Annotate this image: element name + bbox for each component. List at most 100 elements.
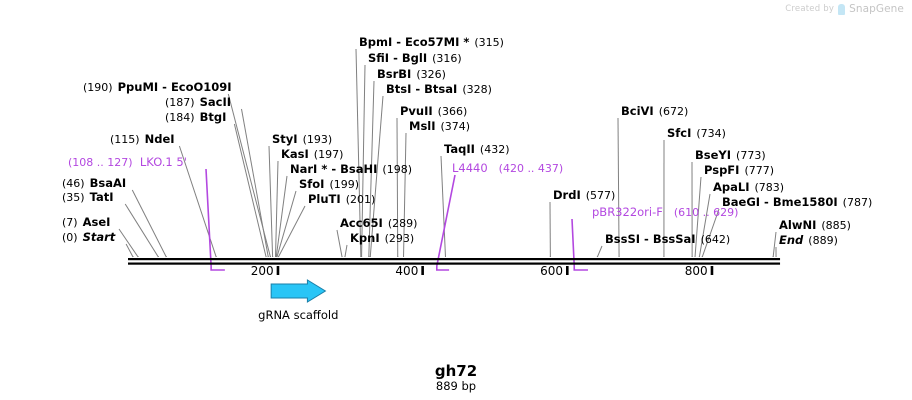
enzyme-name: NarI *	[290, 162, 328, 176]
leader-line-TaqII	[440, 155, 446, 258]
enzyme-site-position: (199)	[329, 178, 360, 191]
enzyme-name: NdeI	[144, 132, 175, 146]
enzyme-site-label[interactable]: BaeGI - Bme1580I (787)	[722, 196, 872, 209]
leader-line-KpnI	[344, 244, 348, 258]
enzyme-site-label[interactable]: BciVI (672)	[621, 105, 688, 118]
enzyme-site-label[interactable]: NarI * - BsaHI (198)	[290, 163, 412, 176]
enzyme-site-names: PvuII	[400, 104, 433, 118]
ruler-tick-800	[710, 266, 714, 275]
enzyme-site-names: NarI * - BsaHI	[290, 162, 377, 176]
enzyme-name: BaeGI	[722, 195, 761, 209]
primer-name: pBR322ori-F	[592, 205, 663, 219]
enzyme-site-label[interactable]: (187) SacII	[165, 96, 231, 109]
enzyme-site-label[interactable]: Acc65I (289)	[340, 217, 417, 230]
enzyme-site-names: PpuMI - EcoO109I	[118, 80, 232, 94]
enzyme-name: BtsI	[386, 82, 412, 96]
enzyme-site-names: BciVI	[621, 104, 654, 118]
enzyme-site-label[interactable]: (115) NdeI	[110, 133, 175, 146]
ruler-tick-400	[421, 266, 424, 275]
enzyme-name: Bme1580I	[772, 195, 838, 209]
enzyme-site-label[interactable]: PspFI (777)	[704, 164, 774, 177]
enzyme-site-names: Acc65I	[340, 216, 383, 230]
enzyme-site-position: (7)	[62, 216, 78, 229]
ruler-label-600: 600	[540, 264, 563, 278]
enzyme-name: BseYI	[695, 148, 732, 162]
enzyme-site-label[interactable]: BpmI - Eco57MI * (315)	[359, 36, 504, 49]
enzyme-site-names: BsrBI	[377, 67, 411, 81]
enzyme-site-names: KasI	[281, 147, 309, 161]
enzyme-site-position: (672)	[658, 105, 689, 118]
enzyme-site-label[interactable]: PvuII (366)	[400, 105, 467, 118]
enzyme-site-label[interactable]: (184) BtgI	[165, 111, 226, 124]
enzyme-name: SfiI	[368, 51, 390, 65]
enzyme-name: DrdI	[553, 188, 581, 202]
leader-line-PluTI	[277, 205, 306, 258]
enzyme-site-position: (734)	[696, 127, 726, 140]
enzyme-name: PvuII	[400, 104, 433, 118]
leader-line-StyI	[268, 145, 274, 258]
primer-indicator-pBR322ori-F	[571, 218, 588, 271]
enzyme-name: Eco57MI *	[405, 35, 470, 49]
enzyme-site-label[interactable]: BssSI - BssSaI (642)	[605, 233, 730, 246]
enzyme-site-label[interactable]: (7) AseI	[62, 216, 110, 229]
enzyme-site-label[interactable]: BtsI - BtsaI (328)	[386, 83, 492, 96]
enzyme-site-position: (889)	[808, 234, 838, 247]
leader-line-Start	[125, 243, 134, 258]
enzyme-site-label[interactable]: AlwNI (885)	[779, 219, 851, 232]
enzyme-site-names: PluTI	[308, 192, 341, 206]
ruler-ticks	[276, 266, 714, 275]
primer-label[interactable]: (108 .. 127) LKO.1 5'	[68, 156, 187, 169]
enzyme-site-label[interactable]: DrdI (577)	[553, 189, 615, 202]
enzyme-site-position: (885)	[821, 219, 851, 232]
enzyme-site-names: End	[779, 233, 803, 247]
enzyme-site-label[interactable]: KasI (197)	[281, 148, 343, 161]
enzyme-name: BsaAI	[89, 176, 127, 190]
enzyme-name: TaqII	[444, 142, 475, 156]
enzyme-name: BssSI	[605, 232, 641, 246]
enzyme-site-label[interactable]: TaqII (432)	[444, 143, 510, 156]
enzyme-site-position: (432)	[479, 143, 510, 156]
enzyme-site-label[interactable]: End (889)	[779, 234, 838, 247]
enzyme-site-label[interactable]: (46) BsaAI	[62, 177, 126, 190]
enzyme-site-position: (187)	[165, 96, 195, 109]
enzyme-name: TatI	[89, 190, 114, 204]
enzyme-site-position: (374)	[440, 120, 471, 133]
enzyme-site-names: BseYI	[695, 148, 731, 162]
enzyme-site-position: (315)	[474, 36, 504, 49]
enzyme-site-names: BtsI - BtsaI	[386, 82, 457, 96]
enzyme-site-label[interactable]: BseYI (773)	[695, 149, 766, 162]
enzyme-site-label[interactable]: (190) PpuMI - EcoO109I	[83, 81, 232, 94]
enzyme-site-label[interactable]: MslI (374)	[409, 120, 470, 133]
enzyme-name-separator: -	[158, 80, 171, 94]
enzyme-site-names: BsaAI	[90, 176, 127, 190]
enzyme-name: MslI	[409, 119, 436, 133]
enzyme-site-label[interactable]: (0) Start	[62, 231, 115, 244]
enzyme-site-names: NdeI	[145, 132, 175, 146]
enzyme-site-names: TatI	[90, 190, 114, 204]
enzyme-site-ticks	[132, 256, 777, 257]
enzyme-name-separator: -	[760, 195, 773, 209]
primer-label[interactable]: L4440 (420 .. 437)	[452, 162, 563, 175]
enzyme-site-label[interactable]: StyI (193)	[272, 133, 332, 146]
enzyme-site-position: (328)	[462, 83, 492, 96]
enzyme-site-position: (577)	[585, 189, 616, 202]
leader-line-AseI	[118, 228, 139, 258]
enzyme-site-position: (35)	[62, 191, 85, 204]
enzyme-site-label[interactable]: SfcI (734)	[667, 127, 726, 140]
enzyme-site-names: StyI	[272, 132, 298, 146]
enzyme-site-label[interactable]: KpnI (293)	[350, 232, 414, 245]
enzyme-site-label[interactable]: PluTI (201)	[308, 193, 375, 206]
enzyme-site-label[interactable]: SfiI - BglI (316)	[368, 52, 462, 65]
enzyme-site-label[interactable]: ApaLI (783)	[713, 181, 784, 194]
enzyme-site-label[interactable]: SfoI (199)	[299, 178, 359, 191]
primer-label[interactable]: pBR322ori-F (610 .. 629)	[592, 206, 738, 219]
enzyme-name: BsrBI	[377, 67, 412, 81]
enzyme-site-label[interactable]: BsrBI (326)	[377, 68, 446, 81]
enzyme-site-names: BtgI	[200, 110, 227, 124]
enzyme-site-label[interactable]: (35) TatI	[62, 191, 114, 204]
feature-arrow-grna-scaffold[interactable]	[270, 279, 327, 303]
leader-line-TatI	[124, 203, 159, 258]
enzyme-site-names: SacII	[200, 95, 231, 109]
leader-line-SacII	[241, 108, 269, 258]
